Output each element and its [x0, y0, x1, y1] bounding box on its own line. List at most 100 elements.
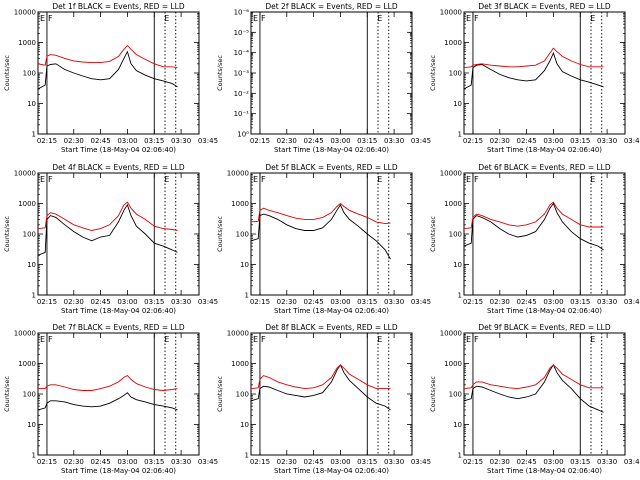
- x-tick-label: 03:45: [411, 458, 431, 466]
- x-tick-label: 02:15: [250, 458, 270, 466]
- lld-line: [250, 364, 391, 390]
- y-tick-label: 10⁻³: [234, 70, 250, 78]
- events-line: [37, 392, 178, 411]
- x-tick-label: 02:45: [304, 458, 324, 466]
- x-tick-label: 02:45: [91, 137, 111, 145]
- x-tick-label: 02:30: [490, 298, 510, 306]
- flag-label: F: [474, 175, 479, 184]
- flag-label: E: [466, 175, 471, 184]
- x-tick-label: 03:00: [543, 137, 563, 145]
- y-tick-label: 100: [449, 70, 462, 78]
- flag-label: F: [261, 14, 266, 23]
- lld-line: [250, 202, 391, 225]
- events-line: [463, 202, 604, 251]
- y-tick-label: 1: [458, 131, 462, 139]
- lld-line: [38, 375, 178, 391]
- x-tick-label: 03:45: [624, 298, 640, 306]
- y-axis-label: Counts/sec: [3, 55, 11, 91]
- y-axis-label: Counts/sec: [429, 55, 437, 91]
- x-axis-label: Start Time (18-May-04 02:06:40): [274, 307, 389, 315]
- x-tick-label: 03:30: [384, 458, 404, 466]
- x-tick-label: 03:30: [171, 137, 191, 145]
- detector-panel-7: Det 7f BLACK = Events, RED = LLD Counts/s…: [3, 323, 218, 475]
- y-tick-label: 10: [453, 421, 462, 429]
- plot-frame: [37, 172, 200, 296]
- plot-frame: [250, 172, 413, 296]
- x-tick-label: 03:15: [570, 458, 590, 466]
- y-axis-label: Counts/sec: [429, 376, 437, 412]
- x-tick-label: 02:45: [91, 458, 111, 466]
- flag-label: F: [261, 335, 266, 344]
- x-axis-label: Start Time (18-May-04 02:06:40): [487, 307, 602, 315]
- flag-label: E: [164, 14, 169, 23]
- y-tick-label: 10⁰: [237, 131, 249, 139]
- y-tick-label: 10: [453, 261, 462, 269]
- x-axis-label: Start Time (18-May-04 02:06:40): [274, 146, 389, 154]
- x-tick-label: 03:00: [117, 298, 137, 306]
- y-tick-label: 100: [449, 391, 462, 399]
- y-tick-label: 1: [245, 452, 249, 460]
- x-tick-label: 02:15: [463, 298, 483, 306]
- x-tick-label: 02:15: [37, 137, 57, 145]
- x-tick-label: 02:30: [64, 298, 84, 306]
- x-tick-label: 03:15: [570, 137, 590, 145]
- y-tick-label: 10000: [440, 170, 462, 178]
- x-tick-label: 02:30: [490, 458, 510, 466]
- x-tick-label: 03:30: [597, 458, 617, 466]
- y-tick-label: 10000: [227, 170, 249, 178]
- y-tick-label: 1000: [444, 39, 462, 47]
- flag-label: E: [377, 335, 382, 344]
- y-tick-label: 10000: [14, 9, 36, 17]
- x-tick-label: 03:00: [330, 298, 350, 306]
- y-axis-label: Counts/sec: [216, 376, 224, 412]
- flag-label: E: [377, 175, 382, 184]
- x-tick-label: 03:00: [543, 298, 563, 306]
- detector-panel-9: Det 9f BLACK = Events, RED = LLD Counts/s…: [429, 323, 640, 475]
- x-tick-label: 02:15: [37, 298, 57, 306]
- y-tick-label: 1000: [444, 200, 462, 208]
- flag-label: E: [377, 14, 382, 23]
- x-tick-label: 03:30: [597, 298, 617, 306]
- flag-label: F: [474, 14, 479, 23]
- x-tick-label: 03:30: [171, 458, 191, 466]
- x-tick-label: 03:00: [543, 458, 563, 466]
- x-tick-label: 02:45: [517, 458, 537, 466]
- flag-label: E: [253, 14, 258, 23]
- plot-frame: [463, 11, 626, 135]
- x-tick-label: 03:00: [117, 137, 137, 145]
- y-axis-label: Counts/sec: [3, 216, 11, 252]
- lld-line: [37, 44, 178, 69]
- y-tick-label: 10⁻⁴: [234, 49, 250, 57]
- y-tick-label: 10⁻²: [234, 90, 250, 98]
- x-axis-label: Start Time (18-May-04 02:06:40): [61, 307, 176, 315]
- x-tick-label: 03:30: [384, 137, 404, 145]
- x-tick-label: 02:30: [64, 137, 84, 145]
- y-tick-label: 100: [23, 391, 36, 399]
- detector-panel-1: Det 1f BLACK = Events, RED = LLD Counts/s…: [3, 2, 218, 154]
- y-tick-label: 10000: [227, 330, 249, 338]
- y-axis-label: Counts/sec: [429, 216, 437, 252]
- y-tick-label: 1000: [231, 200, 249, 208]
- y-tick-label: 10: [240, 261, 249, 269]
- y-tick-label: 10000: [14, 170, 36, 178]
- x-tick-label: 03:15: [144, 458, 164, 466]
- flag-label: F: [261, 175, 266, 184]
- x-tick-label: 02:15: [37, 458, 57, 466]
- y-tick-label: 1: [245, 292, 249, 300]
- y-tick-label: 1000: [231, 360, 249, 368]
- plot-frame: [37, 11, 200, 135]
- panel-title: Det 6f BLACK = Events, RED = LLD: [478, 163, 611, 172]
- detector-panel-3: Det 3f BLACK = Events, RED = LLD Counts/s…: [429, 2, 640, 154]
- x-tick-label: 03:15: [570, 298, 590, 306]
- flag-label: E: [40, 175, 45, 184]
- panel-title: Det 9f BLACK = Events, RED = LLD: [478, 323, 611, 332]
- flag-label: F: [48, 175, 53, 184]
- flag-label: E: [253, 335, 258, 344]
- y-tick-label: 1: [32, 452, 36, 460]
- y-tick-label: 10000: [440, 9, 462, 17]
- y-tick-label: 10⁻⁵: [234, 29, 250, 37]
- flag-label: E: [164, 175, 169, 184]
- x-tick-label: 02:45: [517, 298, 537, 306]
- flag-label: E: [40, 335, 45, 344]
- y-tick-label: 10: [240, 421, 249, 429]
